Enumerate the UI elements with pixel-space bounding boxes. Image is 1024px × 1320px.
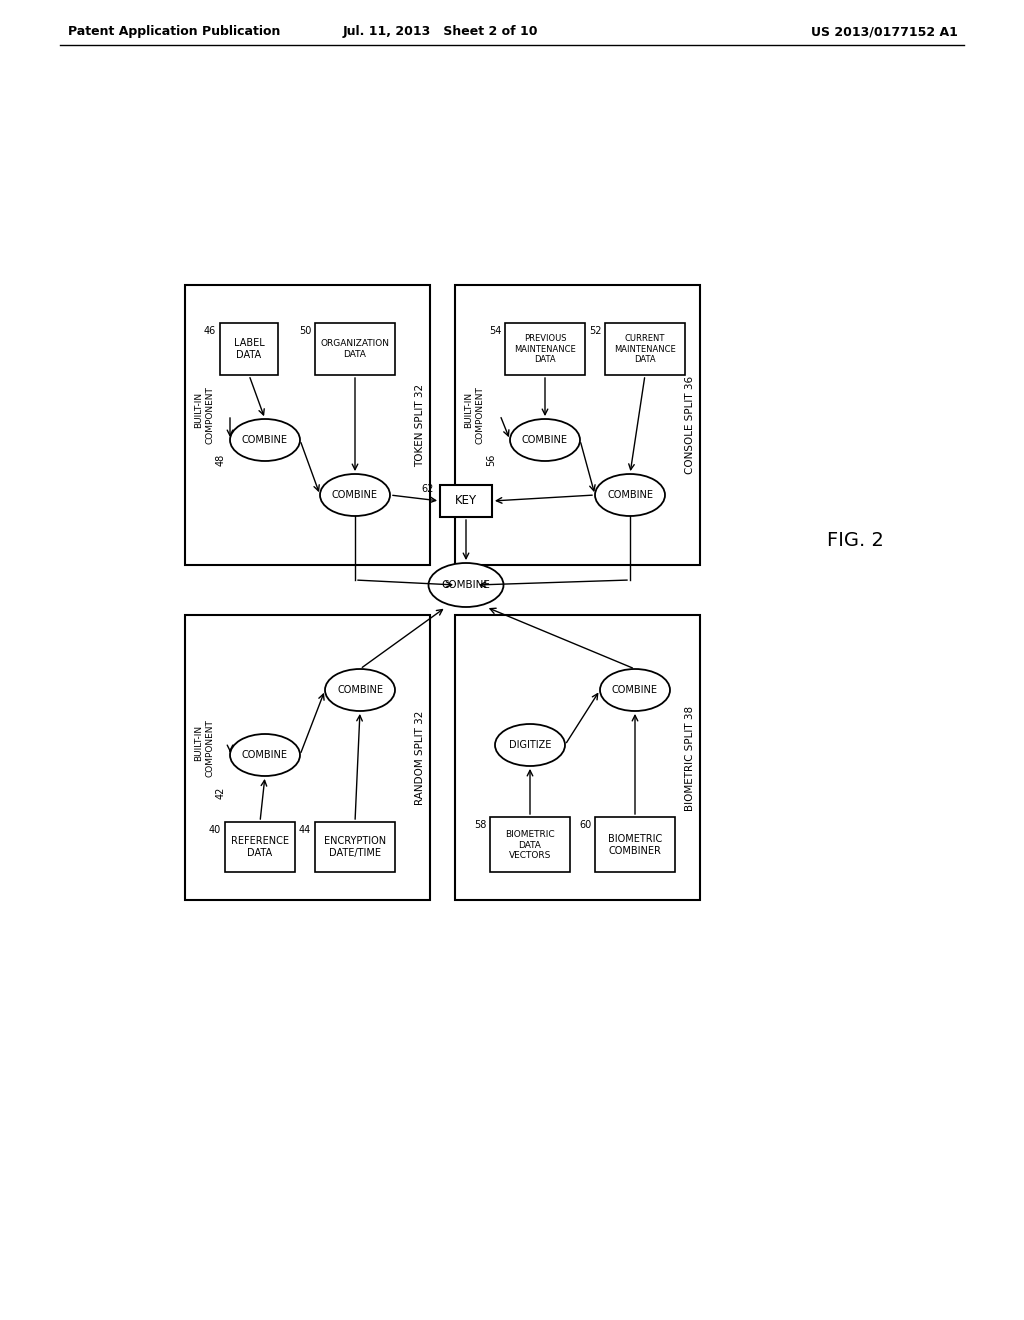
Text: COMPONENT: COMPONENT bbox=[475, 385, 484, 444]
Text: BUILT-IN: BUILT-IN bbox=[195, 725, 204, 762]
Text: 50: 50 bbox=[299, 326, 311, 337]
Text: COMBINE: COMBINE bbox=[607, 490, 653, 500]
Text: CURRENT
MAINTENANCE
DATA: CURRENT MAINTENANCE DATA bbox=[614, 334, 676, 364]
Ellipse shape bbox=[230, 418, 300, 461]
Text: CONSOLE SPLIT 36: CONSOLE SPLIT 36 bbox=[685, 376, 695, 474]
FancyBboxPatch shape bbox=[440, 484, 492, 517]
Text: COMPONENT: COMPONENT bbox=[206, 385, 214, 444]
Ellipse shape bbox=[428, 564, 504, 607]
Text: DIGITIZE: DIGITIZE bbox=[509, 741, 551, 750]
Text: COMPONENT: COMPONENT bbox=[206, 719, 214, 777]
Text: BIOMETRIC
COMBINER: BIOMETRIC COMBINER bbox=[608, 834, 663, 855]
Text: ENCRYPTION
DATE/TIME: ENCRYPTION DATE/TIME bbox=[324, 836, 386, 858]
Text: RANDOM SPLIT 32: RANDOM SPLIT 32 bbox=[415, 710, 425, 805]
Text: KEY: KEY bbox=[455, 495, 477, 507]
FancyBboxPatch shape bbox=[455, 615, 700, 900]
Text: Patent Application Publication: Patent Application Publication bbox=[68, 25, 281, 38]
FancyBboxPatch shape bbox=[490, 817, 570, 873]
Ellipse shape bbox=[600, 669, 670, 711]
Text: COMBINE: COMBINE bbox=[522, 436, 568, 445]
Text: LABEL
DATA: LABEL DATA bbox=[233, 338, 264, 360]
Text: COMBINE: COMBINE bbox=[337, 685, 383, 696]
FancyBboxPatch shape bbox=[505, 323, 585, 375]
Text: Jul. 11, 2013   Sheet 2 of 10: Jul. 11, 2013 Sheet 2 of 10 bbox=[342, 25, 538, 38]
FancyBboxPatch shape bbox=[185, 285, 430, 565]
Text: BUILT-IN: BUILT-IN bbox=[195, 392, 204, 428]
Ellipse shape bbox=[230, 734, 300, 776]
FancyBboxPatch shape bbox=[605, 323, 685, 375]
FancyBboxPatch shape bbox=[225, 822, 295, 873]
FancyBboxPatch shape bbox=[455, 285, 700, 565]
Text: 48: 48 bbox=[216, 454, 226, 466]
Text: 56: 56 bbox=[486, 454, 496, 466]
Text: 40: 40 bbox=[209, 825, 221, 836]
Text: 62: 62 bbox=[422, 484, 434, 494]
FancyBboxPatch shape bbox=[185, 615, 430, 900]
FancyBboxPatch shape bbox=[595, 817, 675, 873]
Text: 42: 42 bbox=[216, 787, 226, 799]
Text: 58: 58 bbox=[474, 820, 486, 830]
Ellipse shape bbox=[319, 474, 390, 516]
FancyBboxPatch shape bbox=[315, 323, 395, 375]
Text: 54: 54 bbox=[488, 326, 501, 337]
Text: TOKEN SPLIT 32: TOKEN SPLIT 32 bbox=[415, 383, 425, 466]
Text: COMBINE: COMBINE bbox=[242, 750, 288, 760]
Text: ORGANIZATION
DATA: ORGANIZATION DATA bbox=[321, 339, 389, 359]
Ellipse shape bbox=[595, 474, 665, 516]
Text: BIOMETRIC SPLIT 38: BIOMETRIC SPLIT 38 bbox=[685, 705, 695, 810]
Text: BUILT-IN: BUILT-IN bbox=[465, 392, 473, 428]
Text: COMBINE: COMBINE bbox=[242, 436, 288, 445]
Text: PREVIOUS
MAINTENANCE
DATA: PREVIOUS MAINTENANCE DATA bbox=[514, 334, 575, 364]
Text: BIOMETRIC
DATA
VECTORS: BIOMETRIC DATA VECTORS bbox=[505, 830, 555, 859]
Text: 44: 44 bbox=[299, 825, 311, 836]
FancyBboxPatch shape bbox=[315, 822, 395, 873]
FancyBboxPatch shape bbox=[220, 323, 278, 375]
Text: 52: 52 bbox=[589, 326, 601, 337]
Ellipse shape bbox=[495, 723, 565, 766]
Text: COMBINE: COMBINE bbox=[441, 579, 490, 590]
Ellipse shape bbox=[325, 669, 395, 711]
Text: COMBINE: COMBINE bbox=[612, 685, 658, 696]
Text: 46: 46 bbox=[204, 326, 216, 337]
Text: REFERENCE
DATA: REFERENCE DATA bbox=[231, 836, 289, 858]
Ellipse shape bbox=[510, 418, 580, 461]
Text: 60: 60 bbox=[579, 820, 591, 830]
Text: FIG. 2: FIG. 2 bbox=[826, 531, 884, 549]
Text: US 2013/0177152 A1: US 2013/0177152 A1 bbox=[811, 25, 958, 38]
Text: COMBINE: COMBINE bbox=[332, 490, 378, 500]
